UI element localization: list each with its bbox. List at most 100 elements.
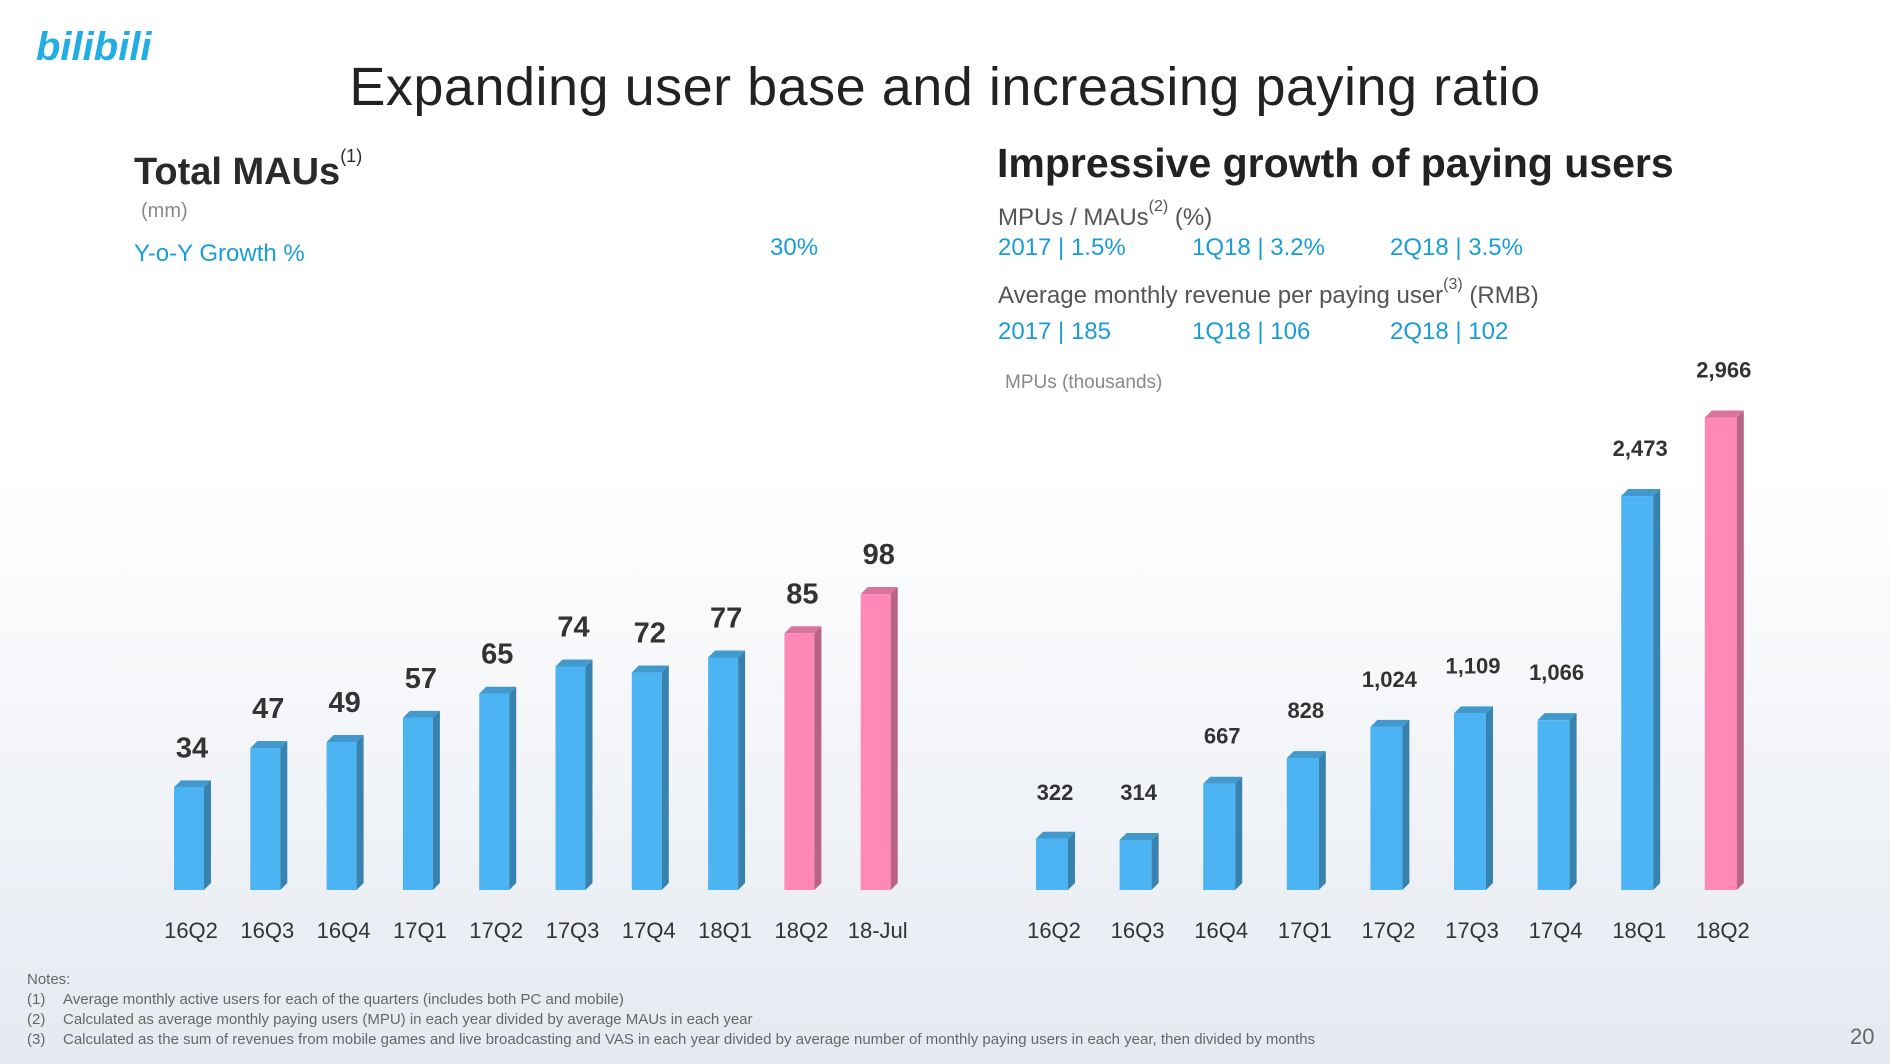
mpu-bar-8 <box>1704 417 1737 890</box>
mpu-bar-side-1 <box>1151 832 1159 890</box>
mau-bar-top-4 <box>479 686 517 694</box>
mpu-axis-label: MPUs (thousands) <box>1005 372 1163 393</box>
mpu-bar-side-5 <box>1486 706 1493 890</box>
bilibili-logo: bilibili <box>36 25 152 69</box>
mpu-bar-0 <box>1036 838 1068 890</box>
mau-bar-4 <box>479 693 510 890</box>
mau-value-label-2: 49 <box>328 687 360 719</box>
mau-bar-side-1 <box>280 741 288 890</box>
mau-category-label-4: 17Q2 <box>469 918 523 943</box>
mpu-bar-4 <box>1370 726 1403 890</box>
mau-category-label-6: 17Q4 <box>622 918 676 943</box>
mau-value-label-8: 85 <box>786 578 818 610</box>
mpu-category-label-4: 17Q2 <box>1361 918 1415 943</box>
ratio-2q18: 2Q18 | 3.5% <box>1390 234 1523 261</box>
mau-title-text: Total MAUs <box>134 151 341 193</box>
ratio-1q18: 1Q18 | 3.2% <box>1192 234 1325 261</box>
mpu-bar-3 <box>1286 758 1319 890</box>
ratio-note: (2) <box>1148 198 1169 215</box>
note-3: (3) Calculated as the sum of revenues fro… <box>27 1030 1315 1050</box>
ratio-label-text: MPUs / MAUs <box>998 204 1149 231</box>
mau-bar-side-9 <box>890 587 898 890</box>
mau-bar-top-2 <box>326 735 364 743</box>
mau-bar-top-6 <box>631 665 669 673</box>
mpu-category-label-2: 16Q4 <box>1194 918 1248 943</box>
mpu-category-label-0: 16Q2 <box>1027 918 1081 943</box>
mau-value-label-7: 77 <box>710 602 742 634</box>
mau-bar-top-0 <box>174 780 211 788</box>
logo-text: bilibili <box>36 25 152 69</box>
mpu-bar-top-8 <box>1704 410 1744 418</box>
mau-bar-top-5 <box>555 659 593 667</box>
mau-value-label-6: 72 <box>634 618 666 650</box>
mau-bar-7 <box>708 657 739 890</box>
mpu-category-label-3: 17Q1 <box>1278 918 1332 943</box>
mpu-bar-top-3 <box>1286 751 1326 759</box>
arpu-2017: 2017 | 185 <box>998 318 1112 345</box>
mau-bar-top-3 <box>402 710 440 718</box>
mpu-bar-top-1 <box>1119 832 1159 840</box>
arpu-label-text: Average monthly revenue per paying user <box>998 282 1444 309</box>
mpu-category-label-6: 17Q4 <box>1529 918 1583 943</box>
mau-bar-9 <box>860 594 891 890</box>
note-1-num: (1) <box>27 991 46 1008</box>
mau-bar-side-3 <box>432 710 440 890</box>
mau-value-label-3: 57 <box>405 663 437 695</box>
yoy-growth-label: Y-o-Y Growth % <box>134 240 305 267</box>
mpu-bar-top-7 <box>1621 489 1661 497</box>
note-2-num: (2) <box>27 1011 46 1028</box>
mpu-bar-side-4 <box>1402 719 1410 890</box>
note-1-text: Average monthly active users for each of… <box>63 991 624 1008</box>
mau-bar-1 <box>250 748 281 890</box>
arpu-unit: (RMB) <box>1469 282 1539 309</box>
mpu-value-label-6: 1,066 <box>1529 660 1584 685</box>
mau-category-label-0: 16Q2 <box>164 918 218 943</box>
mau-value-label-4: 65 <box>481 639 513 671</box>
note-2-text: Calculated as average monthly paying use… <box>63 1011 753 1028</box>
mpu-bar-side-7 <box>1653 489 1661 890</box>
mau-bar-top-7 <box>708 650 746 658</box>
mau-category-label-5: 17Q3 <box>546 918 600 943</box>
mpu-bar-top-2 <box>1203 776 1243 784</box>
mpu-value-label-3: 828 <box>1287 698 1324 723</box>
arpu-2q18: 2Q18 | 102 <box>1390 318 1509 345</box>
mau-category-label-9: 18-Jul <box>848 918 908 943</box>
mpu-value-label-1: 314 <box>1120 780 1157 805</box>
mpu-category-label-8: 18Q2 <box>1696 918 1750 943</box>
mau-category-label-7: 18Q1 <box>698 918 752 943</box>
mpu-bar-side-2 <box>1235 776 1243 890</box>
mau-bar-0 <box>174 787 204 890</box>
mau-bar-side-5 <box>585 659 593 890</box>
note-2: (2) Calculated as average monthly paying … <box>27 1010 1315 1030</box>
note-3-text: Calculated as the sum of revenues from m… <box>63 1031 1316 1048</box>
mau-bar-side-4 <box>509 686 517 890</box>
mau-unit: (mm) <box>141 200 188 222</box>
mpu-bar-2 <box>1203 783 1236 890</box>
mau-title-note: (1) <box>340 146 363 166</box>
mau-bar-top-9 <box>860 587 898 595</box>
mau-bar-6 <box>631 672 662 890</box>
arpu-note: (3) <box>1443 276 1463 293</box>
mpu-bar-top-0 <box>1036 831 1075 839</box>
mpu-value-label-5: 1,109 <box>1445 653 1500 678</box>
ratio-unit: (%) <box>1174 204 1213 231</box>
notes: Notes: (1) Average monthly active users f… <box>27 970 1315 1050</box>
note-1: (1) Average monthly active users for each… <box>27 990 1315 1010</box>
mau-bar-2 <box>326 742 357 890</box>
mau-value-label-5: 74 <box>557 612 589 644</box>
arpu-label: Average monthly revenue per paying user(… <box>998 276 1539 310</box>
mpu-category-label-7: 18Q1 <box>1612 918 1666 943</box>
mpu-bar-top-5 <box>1454 706 1493 714</box>
mau-bar-side-7 <box>738 650 746 890</box>
mau-bar-side-8 <box>814 626 822 890</box>
mau-bar-top-1 <box>250 741 288 749</box>
arpu-1q18: 1Q18 | 106 <box>1192 318 1311 345</box>
mpu-bar-side-3 <box>1318 751 1326 890</box>
mpu-category-label-5: 17Q3 <box>1445 918 1499 943</box>
mpu-chart-title: Impressive growth of paying users <box>997 140 1674 186</box>
slide-title: Expanding user base and increasing payin… <box>349 57 1541 117</box>
mau-bar-3 <box>402 717 433 890</box>
mpu-bar-side-0 <box>1068 831 1075 890</box>
mpu-bar-top-4 <box>1370 719 1410 727</box>
